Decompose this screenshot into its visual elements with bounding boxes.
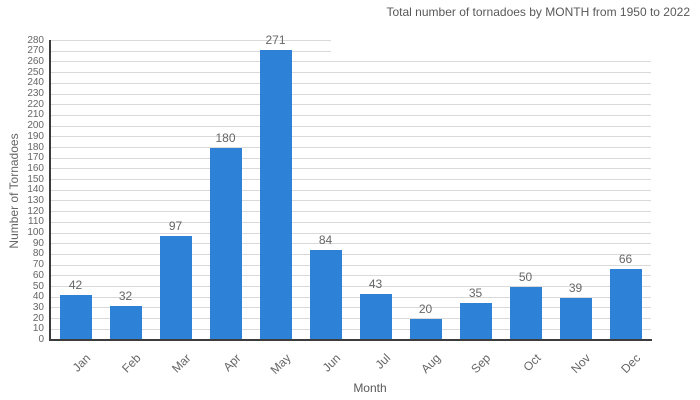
bar-value-label: 43 [368, 277, 383, 292]
gridline [51, 147, 651, 149]
bar-may [259, 50, 292, 340]
y-tick-label: 250 [27, 66, 44, 78]
y-tick-label: 150 [27, 173, 44, 185]
bar-value-label: 271 [265, 33, 286, 48]
y-tick-label: 260 [27, 55, 44, 67]
y-tick-label: 80 [32, 248, 44, 260]
gridline [51, 189, 651, 191]
y-tick-label: 60 [32, 269, 44, 281]
x-tick-label: Apr [220, 351, 244, 375]
y-tick-label: 190 [27, 130, 44, 142]
gridline [51, 328, 651, 330]
x-tick-label: Nov [568, 351, 594, 376]
y-tick-label: 120 [27, 205, 44, 217]
y-tick-label: 160 [27, 162, 44, 174]
gridline [51, 275, 651, 277]
y-tick-label: 20 [32, 312, 44, 324]
x-tick-label: Dec [618, 351, 644, 376]
chart-title: Total number of tornadoes by MONTH from … [386, 5, 691, 19]
gridline [51, 318, 651, 320]
bar-value-label: 42 [68, 278, 83, 293]
gridline [51, 179, 651, 181]
gridline [51, 232, 651, 234]
gridline [51, 200, 651, 202]
bar-value-label: 180 [215, 130, 236, 145]
bar-feb [109, 305, 142, 340]
bar-mar [159, 236, 192, 340]
gridline [51, 221, 651, 223]
bar-aug [409, 318, 442, 340]
gridline [51, 72, 651, 74]
gridline [51, 307, 651, 309]
bar-apr [209, 147, 242, 340]
bar-value-label: 20 [418, 301, 433, 316]
gridline [51, 114, 651, 116]
x-tick-label: Jan [69, 351, 94, 375]
x-tick-label: Mar [168, 351, 194, 376]
y-tick-label: 50 [32, 280, 44, 292]
x-axis-line [49, 339, 652, 341]
bar-value-label: 39 [568, 281, 583, 296]
gridline [51, 93, 651, 95]
x-tick-label: Aug [418, 351, 444, 377]
x-tick-label: Sep [468, 351, 494, 377]
gridline [51, 286, 651, 288]
y-tick-label: 70 [32, 259, 44, 271]
x-tick-label: Oct [520, 351, 544, 375]
y-tick-label: 130 [27, 194, 44, 206]
gridline [51, 125, 651, 127]
gridline [51, 50, 331, 52]
y-tick-label: 90 [32, 237, 44, 249]
gridline [51, 243, 651, 245]
bar-value-label: 66 [618, 252, 633, 267]
y-tick-label: 240 [27, 77, 44, 89]
bar-value-label: 32 [118, 288, 133, 303]
y-tick-label: 210 [27, 109, 44, 121]
x-axis-title: Month [353, 381, 387, 395]
bar-jun [309, 250, 342, 340]
y-tick-label: 30 [32, 301, 44, 313]
y-tick-label: 100 [27, 227, 44, 239]
y-tick-label: 10 [32, 323, 44, 335]
gridline [51, 264, 651, 266]
x-tick-label: Jul [372, 351, 394, 372]
gridline [51, 168, 651, 170]
gridline [51, 211, 651, 213]
x-tick-label: Jun [319, 351, 344, 375]
gridline [51, 136, 651, 138]
y-tick-label: 170 [27, 152, 44, 164]
gridline [51, 104, 651, 106]
y-tick-label: 110 [28, 216, 44, 228]
y-tick-label: 140 [27, 184, 44, 196]
bar-sep [459, 302, 492, 340]
bar-nov [559, 298, 592, 340]
gridline [51, 157, 651, 159]
bar-jan [59, 295, 92, 340]
bar-value-label: 97 [168, 219, 183, 234]
gridline [51, 82, 651, 84]
bar-jul [359, 294, 392, 340]
gridline [51, 253, 651, 255]
x-tick-label: Feb [118, 351, 144, 376]
bar-value-label: 50 [518, 269, 533, 284]
bar-value-label: 35 [468, 285, 483, 300]
y-axis-line [49, 40, 51, 341]
bar-dec [609, 269, 642, 340]
bar-oct [509, 286, 542, 340]
y-tick-label: 180 [27, 141, 44, 153]
x-tick-label: May [267, 351, 294, 377]
y-tick-label: 0 [38, 334, 44, 345]
y-tick-label: 230 [27, 88, 44, 100]
y-tick-label: 220 [27, 98, 44, 110]
bar-value-label: 84 [318, 233, 333, 248]
gridline [51, 40, 331, 42]
y-tick-label: 270 [27, 45, 44, 57]
y-tick-label: 200 [27, 120, 44, 132]
y-tick-label: 40 [32, 291, 44, 303]
gridline [51, 296, 651, 298]
gridline [51, 61, 651, 63]
y-tick-label: 280 [27, 34, 44, 46]
